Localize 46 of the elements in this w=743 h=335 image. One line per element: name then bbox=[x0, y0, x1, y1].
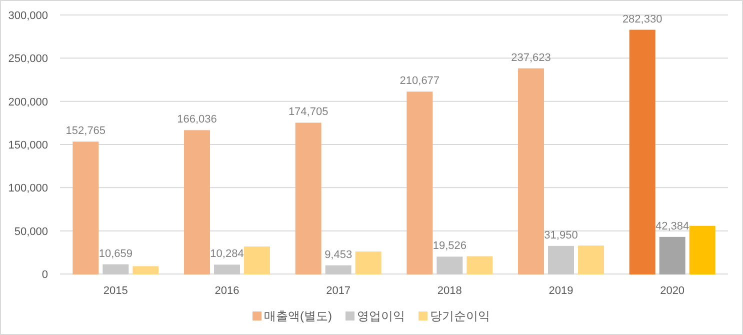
bar bbox=[355, 251, 382, 274]
bar bbox=[548, 246, 574, 274]
x-tick-label: 2015 bbox=[103, 285, 128, 297]
y-tick-label: 200,000 bbox=[8, 96, 48, 108]
x-tick-label: 2018 bbox=[437, 285, 462, 297]
bar bbox=[184, 130, 210, 274]
y-tick-label: 0 bbox=[42, 269, 48, 281]
x-tick-label: 2020 bbox=[660, 285, 685, 297]
data-label: 174,705 bbox=[288, 106, 328, 118]
y-tick-label: 250,000 bbox=[8, 53, 48, 66]
legend-label: 당기순이익 bbox=[430, 309, 490, 323]
y-tick-label: 300,000 bbox=[8, 10, 48, 22]
bar bbox=[518, 68, 544, 274]
data-label: 19,526 bbox=[432, 240, 466, 252]
data-label: 10,659 bbox=[98, 248, 132, 260]
x-tick-label: 2019 bbox=[548, 285, 574, 297]
bar bbox=[214, 264, 240, 274]
data-label: 210,677 bbox=[400, 75, 440, 88]
data-label: 42,384 bbox=[656, 220, 690, 232]
bar bbox=[102, 264, 129, 274]
legend-label: 영업이익 bbox=[357, 309, 405, 323]
data-label: 166,036 bbox=[177, 114, 217, 126]
data-label: 9,453 bbox=[324, 248, 352, 261]
bar bbox=[325, 265, 352, 274]
bar bbox=[659, 236, 686, 274]
bar bbox=[466, 256, 493, 274]
data-label: 282,330 bbox=[622, 13, 662, 26]
bar bbox=[72, 142, 99, 274]
bar bbox=[406, 92, 433, 274]
x-tick-label: 2016 bbox=[214, 285, 240, 297]
bar bbox=[132, 266, 159, 274]
data-label: 237,623 bbox=[511, 52, 551, 64]
data-label: 152,765 bbox=[66, 125, 106, 138]
y-tick-label: 150,000 bbox=[8, 140, 48, 152]
y-tick-label: 50,000 bbox=[14, 226, 48, 238]
bar bbox=[295, 122, 322, 274]
bar bbox=[244, 246, 270, 274]
bar bbox=[436, 256, 463, 274]
bar bbox=[629, 30, 656, 274]
legend-label: 매출액(별도) bbox=[264, 309, 332, 323]
data-label: 31,950 bbox=[544, 229, 578, 242]
data-label: 10,284 bbox=[210, 248, 244, 260]
bar bbox=[578, 246, 604, 274]
bar bbox=[689, 226, 716, 274]
y-tick-label: 100,000 bbox=[8, 182, 48, 195]
x-tick-label: 2017 bbox=[326, 285, 351, 297]
